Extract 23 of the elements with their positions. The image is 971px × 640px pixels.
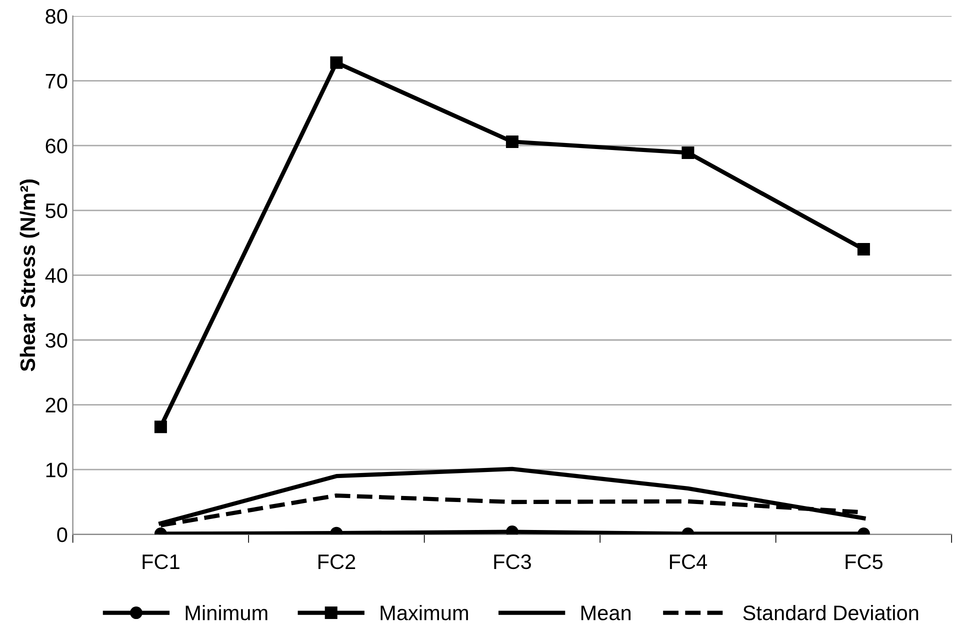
y-tick-label: 70 <box>46 74 68 89</box>
x-tick-label: FC5 <box>846 554 883 570</box>
x-tick-label: FC1 <box>142 554 180 570</box>
point <box>506 135 518 148</box>
x-tick-label: FC3 <box>494 554 531 570</box>
y-tick-label: 80 <box>46 9 68 24</box>
legend-label: Maximum <box>380 604 468 620</box>
legend-label: Minimum <box>186 604 268 620</box>
legend-label: Mean <box>581 606 630 620</box>
y-tick-label: 10 <box>46 462 68 478</box>
y-tick-label: 40 <box>45 268 68 283</box>
point <box>330 56 343 69</box>
legend-label: Standard Deviation <box>743 604 918 620</box>
y-tick-label: 30 <box>46 333 68 348</box>
point <box>857 243 870 256</box>
y-tick-label: 60 <box>46 138 68 154</box>
x-tick-label: FC2 <box>318 554 356 570</box>
point <box>682 146 694 159</box>
y-tick-label: 50 <box>46 203 68 218</box>
y-axis-title: Shear Stress (N/m²) <box>20 180 40 372</box>
x-tick-label: FC4 <box>670 554 708 570</box>
y-tick-label: 0 <box>57 527 68 542</box>
y-tick-label: 20 <box>46 398 68 413</box>
